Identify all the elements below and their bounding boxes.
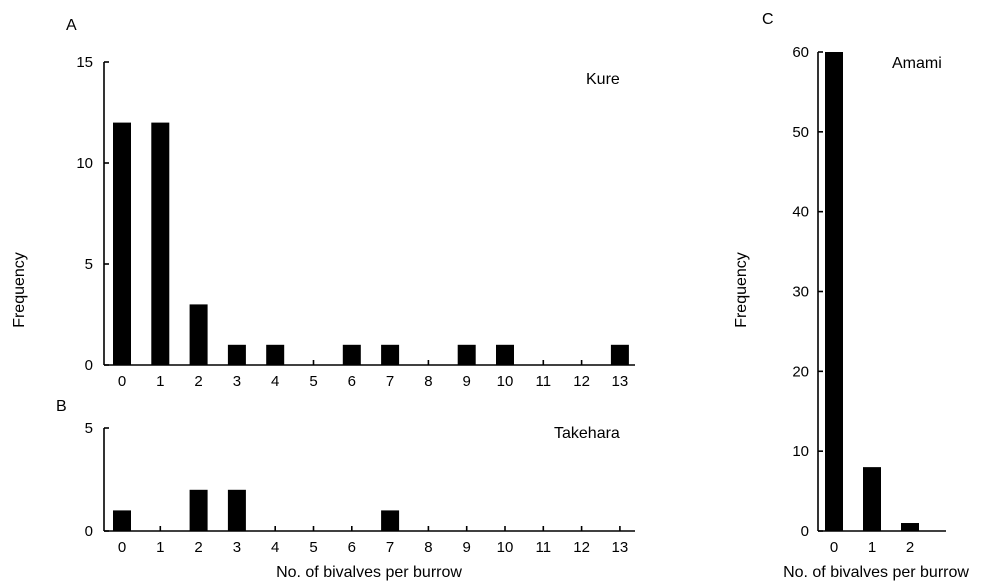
y-tick-label-a: 0 [85,357,93,374]
x-tick-label-c: 0 [830,539,838,556]
x-tick-label-b: 8 [424,539,432,556]
x-tick-label-b: 12 [573,539,590,556]
x-tick-label-a: 8 [424,373,432,390]
y-tick-label-c: 40 [792,204,809,221]
y-tick-label-b: 5 [85,420,93,437]
x-tick-label-a: 1 [156,373,164,390]
bar-b-2 [189,489,208,531]
y-tick-label-c: 30 [792,284,809,301]
panel-letter-c: C [762,11,774,28]
x-tick-label-b: 1 [156,539,164,556]
site-label-takehara: Takehara [554,425,620,442]
x-tick-label-b: 0 [118,539,126,556]
bar-c-1 [863,467,881,531]
y-axis-label-c: Frequency [733,252,750,328]
x-tick-label-a: 4 [271,373,279,390]
bar-a-6 [342,344,361,365]
x-tick-label-a: 3 [233,373,241,390]
y-tick-label-a: 5 [85,256,93,273]
x-axis-label-c: No. of bivalves per burrow [783,564,969,581]
x-tick-label-b: 11 [536,539,552,556]
bar-a-7 [381,344,400,365]
x-tick-label-a: 5 [309,373,317,390]
x-tick-label-a: 2 [194,373,202,390]
y-tick-label-c: 0 [801,523,809,540]
x-tick-label-a: 6 [348,373,356,390]
bar-a-9 [457,344,476,365]
x-tick-label-b: 13 [612,539,629,556]
panel-c-amami: C Amami Frequency No. of bivalves per bu… [733,11,969,581]
x-tick-label-a: 13 [612,373,629,390]
x-tick-label-b: 7 [386,539,394,556]
panel-letter-b: B [56,398,67,415]
bar-a-4 [266,344,285,365]
bar-c-0 [825,52,843,531]
x-tick-label-b: 2 [194,539,202,556]
site-label-kure: Kure [586,71,620,88]
bar-a-13 [610,344,629,365]
x-tick-label-b: 3 [233,539,241,556]
x-tick-label-a: 7 [386,373,394,390]
y-axis-label-a: Frequency [11,252,28,328]
bar-b-0 [113,510,131,531]
x-tick-label-a: 0 [118,373,126,390]
y-tick-label-c: 60 [792,44,809,61]
y-tick-label-c: 20 [792,363,809,380]
site-label-amami: Amami [892,55,942,72]
y-tick-label-c: 10 [792,443,809,460]
bar-a-3 [227,344,246,365]
bar-a-2 [189,304,208,365]
bar-a-0 [113,122,131,365]
x-tick-label-b: 4 [271,539,279,556]
bar-b-3 [227,489,246,531]
bar-c-2 [901,523,919,531]
panel-b-takehara: B Takehara No. of bivalves per burrow 0 5… [56,398,635,581]
y-tick-label-a: 15 [76,54,93,71]
x-tick-label-c: 2 [906,539,914,556]
x-tick-label-a: 10 [497,373,514,390]
x-tick-label-c: 1 [868,539,876,556]
x-axis-label-ab: No. of bivalves per burrow [276,564,462,581]
x-tick-label-a: 9 [463,373,471,390]
x-tick-label-a: 12 [573,373,590,390]
y-tick-label-a: 10 [76,155,93,172]
panel-letter-a: A [66,17,77,34]
bar-a-1 [151,122,170,365]
y-tick-label-b: 0 [85,523,93,540]
x-tick-label-a: 11 [536,373,552,390]
bar-a-10 [496,344,514,365]
x-tick-label-b: 10 [497,539,514,556]
x-tick-label-b: 6 [348,539,356,556]
x-tick-label-b: 9 [463,539,471,556]
y-tick-label-c: 50 [792,124,809,141]
bar-b-7 [381,510,400,531]
x-tick-label-b: 5 [309,539,317,556]
